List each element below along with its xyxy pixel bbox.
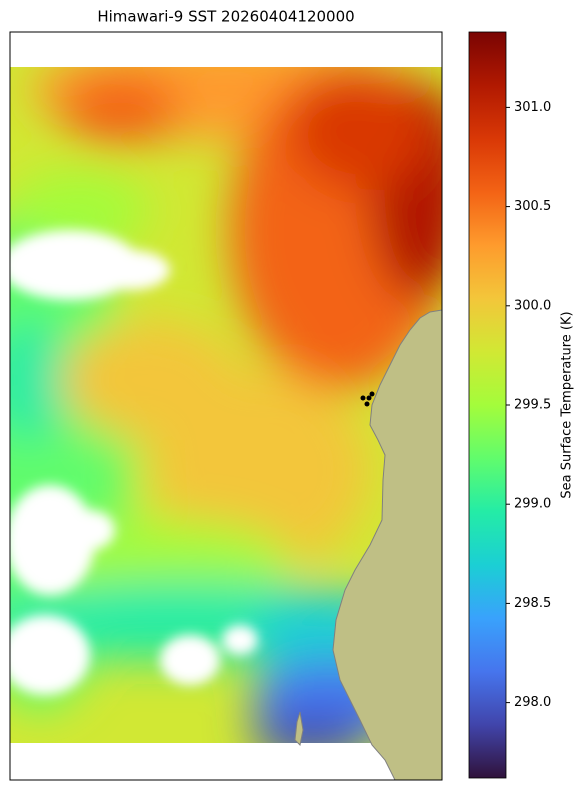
colorbar-tick-label: 298.5: [514, 596, 551, 611]
colorbar-tick-label: 301.0: [514, 100, 551, 115]
land: [332, 309, 443, 781]
stations: [360, 391, 375, 407]
colorbar: 298.0 298.5 299.0 299.5 300.0 300.5 301.0: [468, 31, 551, 779]
island: [294, 711, 304, 747]
sst-field: [10, 67, 442, 743]
colorbar-tick-label: 298.0: [514, 695, 551, 710]
colorbar-label: Sea Surface Temperature (K): [560, 311, 575, 498]
colorbar-tick-label: 300.5: [514, 199, 551, 214]
map-panel: [9, 31, 443, 781]
map-title: Himawari-9 SST 20260404120000: [97, 8, 354, 26]
colorbar-tick-label: 300.0: [514, 298, 551, 313]
colorbar-scale: [468, 31, 507, 779]
colorbar-tick-label: 299.0: [514, 497, 551, 512]
colorbar-tick-label: 299.5: [514, 398, 551, 413]
map-frame: [9, 31, 443, 781]
